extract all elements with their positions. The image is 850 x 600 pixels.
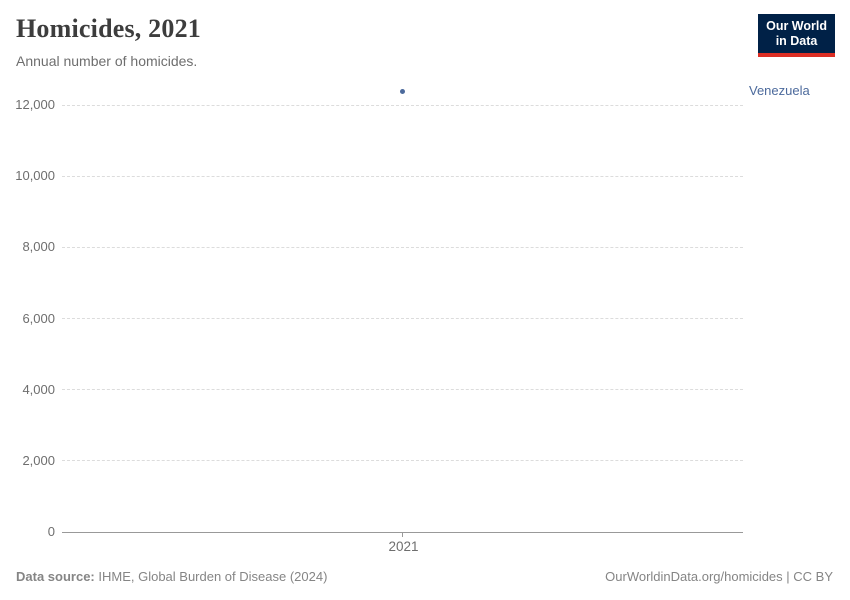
owid-logo-line2: in Data xyxy=(775,34,818,48)
owid-url-license[interactable]: OurWorldinData.org/homicides | CC BY xyxy=(605,569,833,584)
y-axis-tick-label: 10,000 xyxy=(15,168,55,184)
gridline-6000 xyxy=(62,318,743,319)
x-axis-tick xyxy=(402,532,403,537)
gridline-8000 xyxy=(62,246,743,248)
entity-label[interactable]: Venezuela xyxy=(749,83,810,99)
chart-subtitle: Annual number of homicides. xyxy=(16,53,198,69)
data-source-label: Data source: xyxy=(16,569,95,584)
chart-footer: Data source: IHME, Global Burden of Dise… xyxy=(16,569,833,584)
chart-title: Homicides, 2021 xyxy=(16,14,201,43)
y-axis-tick-label: 12,000 xyxy=(15,97,55,112)
y-axis-tick-label: 8,000 xyxy=(22,239,55,255)
gridline-12000 xyxy=(62,104,743,106)
x-axis-tick-label: 2021 xyxy=(388,539,419,554)
y-axis-tick-label: 2,000 xyxy=(22,452,55,468)
y-axis-tick-label: 0 xyxy=(47,524,55,539)
gridline-0 xyxy=(62,531,743,533)
gridline-4000 xyxy=(62,389,743,391)
data-point-venezuela[interactable] xyxy=(400,88,405,94)
owid-logo-line1: Our World xyxy=(766,19,827,33)
data-source-text: IHME, Global Burden of Disease (2024) xyxy=(94,569,328,584)
data-source-note: Data source: IHME, Global Burden of Dise… xyxy=(16,569,327,584)
gridline-10000 xyxy=(62,175,743,177)
y-axis-tick-label: 4,000 xyxy=(22,381,55,397)
owid-logo[interactable]: Our World in Data xyxy=(758,14,835,57)
gridline-2000 xyxy=(62,460,743,462)
y-axis-tick-label: 6,000 xyxy=(22,310,55,326)
